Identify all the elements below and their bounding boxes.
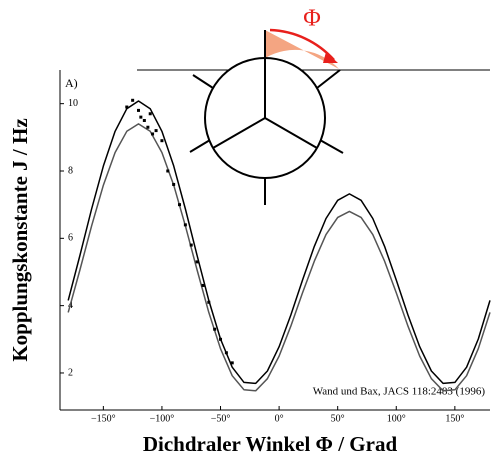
data-point <box>146 125 150 129</box>
x-tick-label: 0° <box>275 413 284 424</box>
data-point <box>131 98 135 102</box>
x-tick-label: −100° <box>150 413 175 424</box>
data-point <box>160 139 164 143</box>
data-point <box>125 105 129 109</box>
x-axis-title: Dichdraler Winkel Φ / Grad <box>143 432 398 456</box>
data-point <box>189 243 193 247</box>
data-point <box>230 361 234 365</box>
y-tick-label: 6 <box>68 233 73 244</box>
curve <box>67 123 491 392</box>
data-point <box>148 112 152 116</box>
data-point <box>207 300 211 304</box>
arrow-head <box>323 52 338 63</box>
y-tick-label: 8 <box>68 165 73 176</box>
newman-projection <box>189 28 344 205</box>
x-tick-label: 100° <box>387 413 406 424</box>
data-point <box>224 351 228 355</box>
y-axis-title: Kopplungskonstante J / Hz <box>8 118 32 361</box>
angle-wedge <box>265 30 339 69</box>
curve <box>67 100 491 385</box>
data-point <box>142 118 146 122</box>
x-tick-label: −50° <box>211 413 231 424</box>
data-point <box>195 260 199 264</box>
data-point <box>151 132 155 136</box>
phi-label: Φ <box>303 6 321 32</box>
bond <box>264 117 318 149</box>
data-point <box>166 169 170 173</box>
bond <box>319 139 344 154</box>
bond <box>212 117 266 149</box>
panel-label: A) <box>65 76 78 90</box>
x-tick-label: 150° <box>445 413 464 424</box>
bond <box>316 69 341 89</box>
data-point <box>183 223 187 227</box>
y-tick-label: 2 <box>68 367 73 378</box>
bond <box>192 74 214 89</box>
data-point <box>137 108 141 112</box>
x-tick-label: −150° <box>91 413 116 424</box>
data-point <box>201 283 205 287</box>
data-point <box>213 327 217 331</box>
data-point <box>178 203 182 207</box>
x-tick-label: 50° <box>331 413 345 424</box>
y-tick-label: 10 <box>68 98 78 109</box>
data-point <box>172 182 176 186</box>
data-point <box>139 115 143 119</box>
data-point <box>219 337 223 341</box>
bond <box>189 139 211 153</box>
data-point <box>154 129 158 133</box>
citation: Wand und Bax, JACS 118:2483 (1996) <box>313 386 486 398</box>
